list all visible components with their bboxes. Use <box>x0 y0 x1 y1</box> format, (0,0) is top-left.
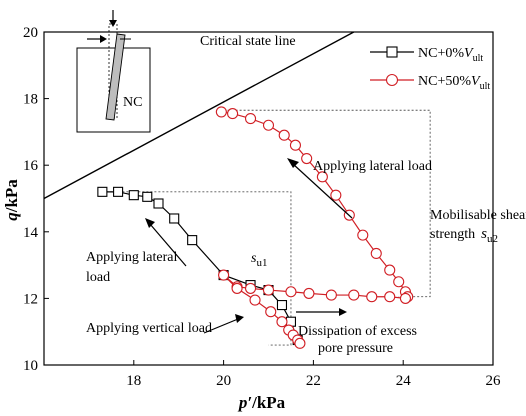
series-1-point <box>370 247 382 259</box>
y-axis-label: q/kPa <box>2 179 21 221</box>
inset-vertical-arrowhead <box>109 20 117 27</box>
arrowhead-vertical <box>235 314 244 323</box>
series-0-point <box>97 186 108 197</box>
annot-mob-1: Mobilisable shear <box>430 208 526 223</box>
series-1-point <box>366 291 378 303</box>
y-tick-label: 16 <box>23 158 39 174</box>
inset-nc-label: NC <box>123 95 142 110</box>
annot-lateral-red: Applying lateral load <box>313 159 432 174</box>
series-1-point <box>294 337 306 349</box>
series-1-point <box>316 171 328 183</box>
series-1-point <box>393 276 405 288</box>
arrowhead-lateral-red <box>287 158 299 168</box>
annot-lateral-black-1: Applying lateral <box>86 250 177 265</box>
y-tick-label: 12 <box>23 291 38 307</box>
x-tick-label: 22 <box>306 373 321 389</box>
series-1-point <box>249 294 261 306</box>
critical-state-line <box>43 31 355 200</box>
series-0-point <box>153 198 164 209</box>
inset-tilted-pile <box>105 33 126 121</box>
annot-dissipation-1: Dissipation of excess <box>298 324 417 339</box>
x-axis-ticks: 18 20 22 24 26 <box>126 360 501 389</box>
series-1-point <box>303 287 315 299</box>
series-0-point <box>128 190 139 201</box>
legend-label-nc50: NC+50%Vult <box>418 74 490 92</box>
series-1-point <box>265 306 277 318</box>
x-tick-label: 18 <box>126 373 141 389</box>
pile-inset: NC <box>76 10 151 133</box>
guide-lines <box>102 109 431 346</box>
series-1-point <box>289 139 301 151</box>
series-1-point <box>330 189 342 201</box>
legend-label-nc0: NC+0%Vult <box>418 46 483 64</box>
x-tick-label: 24 <box>396 373 412 389</box>
series-1-point <box>384 264 396 276</box>
arrow-lateral-black <box>149 223 187 267</box>
legend: NC+0%Vult NC+50%Vult <box>370 46 490 92</box>
annot-lateral-black-2: load <box>86 270 110 285</box>
series-1-point <box>244 113 257 125</box>
series-1-point <box>218 269 230 281</box>
series-0-point <box>187 235 198 246</box>
annot-su1: su1 <box>251 251 267 269</box>
series-1-point <box>357 229 369 241</box>
series-1-point <box>325 289 337 301</box>
annot-vertical: Applying vertical load <box>86 321 212 336</box>
x-tick-label: 26 <box>486 373 502 389</box>
series-0-point <box>113 186 124 197</box>
series-1-point <box>262 284 275 296</box>
arrowhead-dissipation <box>339 308 347 316</box>
series-1-point <box>399 292 411 304</box>
guide-su2 <box>223 109 431 298</box>
inset-lateral-arrowhead <box>100 35 107 43</box>
series-1-point <box>231 282 243 294</box>
critical-state-line-label: Critical state line <box>200 34 296 49</box>
series-line-1 <box>221 111 409 344</box>
series-0-point <box>276 300 288 311</box>
series-1-point <box>215 106 227 118</box>
series-1-point <box>301 152 313 165</box>
legend-marker-nc0 <box>386 46 398 58</box>
annot-dissipation-2: pore pressure <box>318 341 393 356</box>
guide-su1 <box>102 191 292 346</box>
series-0-point <box>142 191 153 202</box>
arrow-vertical <box>203 318 239 334</box>
series-1-point <box>244 282 257 294</box>
series-1-point <box>227 108 239 120</box>
series-1-point <box>348 289 360 301</box>
arrow-lateral-red <box>292 163 353 219</box>
series-1-point <box>278 129 290 141</box>
x-tick-label: 20 <box>216 373 231 389</box>
y-tick-label: 20 <box>23 25 38 41</box>
y-tick-label: 10 <box>23 358 38 374</box>
series-1-point <box>285 286 297 298</box>
series-0-point <box>169 213 180 224</box>
y-tick-label: 14 <box>23 225 39 241</box>
y-axis-ticks: 10 12 14 16 18 20 <box>23 25 49 374</box>
series-1-point <box>384 291 396 303</box>
series-line-0 <box>102 191 299 341</box>
x-axis-label: p′/kPa <box>237 393 286 412</box>
series-1-point <box>262 119 275 131</box>
annot-mob-2: strength su2 <box>430 226 498 245</box>
legend-marker-nc50 <box>385 73 399 87</box>
series-1-point <box>276 316 288 328</box>
arrowhead-lateral-black <box>145 218 155 228</box>
y-tick-label: 18 <box>23 92 38 108</box>
series-layer <box>97 106 414 349</box>
